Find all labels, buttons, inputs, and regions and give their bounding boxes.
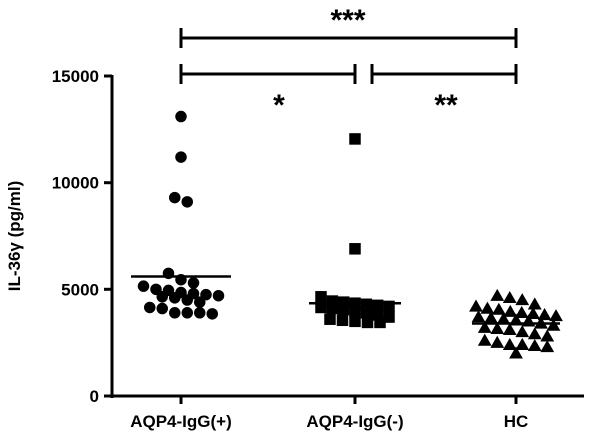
bracket-aqp4neg-hc: ** (370, 64, 518, 122)
y-axis-title: IL-36γ (pg/ml) (5, 181, 24, 292)
data-point-circle (181, 307, 193, 319)
data-point-triangle (490, 288, 505, 301)
mean-lines (131, 275, 560, 325)
data-point-triangle (469, 299, 483, 312)
data-point-triangle (490, 335, 505, 348)
data-point-triangle (490, 321, 505, 334)
y-tick-label: 10000 (52, 174, 99, 193)
data-point-circle (175, 110, 187, 123)
significance-brackets: *** * ** (179, 4, 518, 122)
data-point-circle (212, 289, 225, 302)
data-point-triangle (540, 329, 555, 342)
data-point-triangle (502, 290, 517, 304)
bracket-aqp4pos-aqp4neg: * (179, 64, 357, 122)
data-point-triangle (484, 311, 498, 324)
bracket-aqp4pos-hc: *** (179, 4, 518, 48)
data-point-triangle (477, 333, 492, 346)
data-point-triangle (515, 337, 530, 350)
data-point-square (374, 316, 386, 329)
data-point-triangle (549, 309, 563, 322)
data-point-triangle (515, 293, 530, 306)
data-point-triangle (496, 312, 511, 325)
data-point-square (361, 316, 374, 329)
data-point-circle (194, 307, 206, 319)
data-point-circle (206, 308, 218, 320)
data-point-square (383, 300, 395, 313)
data-point-square (326, 295, 339, 307)
y-tick-label: 5000 (61, 280, 99, 299)
data-point-triangle (527, 297, 542, 310)
data-point-square (315, 301, 327, 314)
data-point-square (336, 314, 349, 327)
data-point-circle (175, 151, 187, 163)
significance-label: * (273, 89, 285, 122)
data-point-triangle (502, 322, 517, 336)
data-point-circle (156, 302, 168, 315)
data-point-square (337, 303, 350, 316)
significance-label: ** (434, 89, 458, 122)
data-point-square (383, 311, 395, 323)
data-point-triangle (514, 305, 529, 318)
data-point-triangle (491, 302, 506, 315)
y-tick-label: 0 (90, 387, 99, 406)
data-point-circle (144, 301, 156, 314)
data-point-triangle (526, 306, 541, 320)
data-point-square (315, 291, 327, 303)
significance-label: *** (330, 4, 365, 37)
data-point-circle (181, 196, 193, 208)
x-category-label: AQP4-IgG(+) (130, 412, 232, 431)
data-point-circle (169, 292, 181, 304)
data-point-circle (169, 191, 181, 204)
data-point-triangle (502, 337, 517, 350)
data-point-circle (181, 294, 193, 306)
data-point-triangle (480, 301, 495, 314)
y-axis: 0 5000 10000 15000 (52, 67, 114, 406)
data-point-square (360, 307, 373, 319)
y-tick-label: 15000 (52, 67, 99, 86)
data-point-triangle (515, 325, 530, 338)
data-point-circle (137, 280, 150, 292)
data-point-triangle (546, 318, 561, 331)
data-point-square (349, 133, 361, 145)
data-point-triangle (527, 338, 542, 352)
data-point-circle (187, 277, 200, 289)
data-point-square (371, 299, 384, 312)
data-point-triangle (509, 346, 523, 359)
data-point-circle (169, 307, 181, 319)
data-point-square (349, 243, 361, 255)
data-point-square (326, 302, 339, 315)
x-category-label: HC (504, 412, 529, 431)
data-point-square (371, 309, 384, 321)
data-point-square (349, 305, 361, 318)
data-point-circle (194, 296, 206, 308)
data-point-square (324, 313, 336, 325)
data-point-triangle (471, 310, 486, 323)
data-point-triangle (477, 320, 492, 333)
x-axis: AQP4-IgG(+) AQP4-IgG(-) HC (111, 394, 584, 431)
data-points (137, 110, 563, 359)
data-point-triangle (540, 340, 555, 353)
data-point-triangle (503, 304, 518, 317)
data-point-triangle (527, 327, 542, 340)
data-point-circle (156, 291, 168, 303)
data-point-square (349, 315, 361, 328)
data-point-triangle (537, 308, 552, 321)
x-category-label: AQP4-IgG(-) (306, 412, 403, 431)
